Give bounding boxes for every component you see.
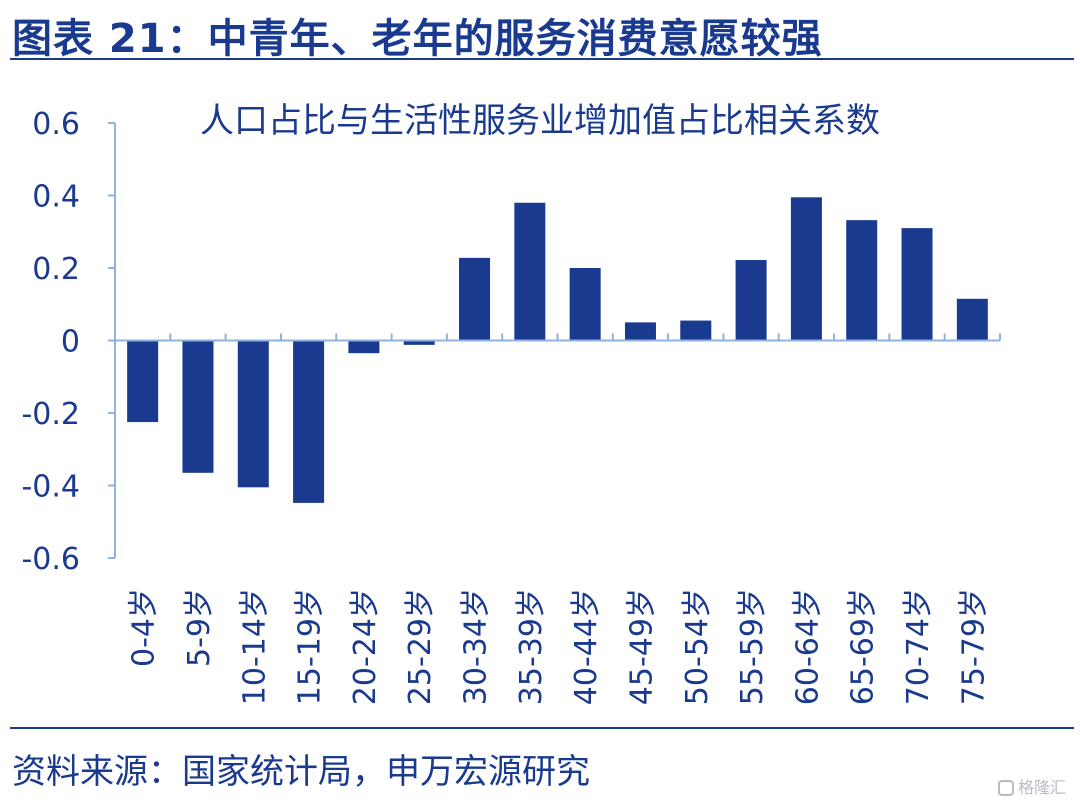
bar-chart: 人口占比与生活性服务业增加值占比相关系数 0.6 0.4 0.2 0 -0.2 -0.4 -… — [21, 101, 1001, 705]
bar — [514, 202, 546, 341]
watermark-text: 格隆汇 — [1017, 778, 1066, 797]
bar — [735, 260, 767, 341]
y-tick-label: 0.4 — [32, 180, 80, 215]
y-tick-label: -0.4 — [21, 470, 80, 505]
footer-divider — [10, 727, 1074, 729]
x-tick-label: 15-19岁 — [293, 588, 328, 705]
x-tick-label: 70-74岁 — [901, 588, 936, 705]
x-tick-label: 30-34岁 — [459, 588, 494, 705]
x-tick-label: 50-54岁 — [680, 588, 715, 705]
x-tick-label: 60-64岁 — [790, 588, 825, 705]
x-tick-label: 75-79岁 — [956, 588, 991, 705]
x-axis: 0-4岁 5-9岁 10-14岁 15-19岁 20-24岁 25-29岁 30-34岁 35… — [114, 333, 1001, 705]
y-tick-label: -0.6 — [21, 542, 80, 577]
bar — [459, 257, 491, 341]
bar — [790, 197, 822, 341]
bar — [293, 340, 325, 503]
bar — [127, 340, 159, 423]
y-tick-label: -0.2 — [21, 397, 80, 432]
y-tick-label: 0.2 — [32, 252, 80, 287]
x-tick-label: 20-24岁 — [348, 588, 383, 705]
y-tick-label: 0 — [61, 325, 80, 360]
x-tick-label: 65-69岁 — [846, 588, 881, 705]
x-tick-label: 40-44岁 — [569, 588, 604, 705]
bar — [901, 228, 933, 341]
bar — [624, 322, 656, 341]
x-tick-label: 25-29岁 — [403, 588, 438, 705]
watermark-logo-icon — [997, 780, 1014, 796]
x-tick-label: 55-59岁 — [735, 588, 770, 705]
bar — [237, 340, 269, 488]
source-note: 资料来源：国家统计局，申万宏源研究 — [12, 752, 590, 792]
bar — [569, 268, 601, 341]
bar — [182, 340, 214, 473]
x-tick-label: 45-49岁 — [624, 588, 659, 705]
y-axis: 0.6 0.4 0.2 0 -0.2 -0.4 -0.6 — [21, 107, 116, 577]
x-tick-label: 5-9岁 — [182, 588, 217, 667]
y-tick-label: 0.6 — [32, 107, 80, 142]
bar — [680, 320, 712, 341]
figure-title: 图表 21：中青年、老年的服务消费意愿较强 — [12, 16, 823, 62]
x-tick-label: 35-39岁 — [514, 588, 549, 705]
title-divider — [10, 58, 1074, 60]
bar — [846, 220, 878, 341]
bar — [403, 340, 435, 345]
x-tick-label: 10-14岁 — [237, 588, 272, 705]
bar — [348, 340, 380, 354]
x-tick-label: 0-4岁 — [127, 588, 162, 667]
bar-series — [127, 197, 988, 503]
bar — [956, 298, 988, 341]
watermark: 格隆汇 — [997, 774, 1066, 798]
chart-title: 人口占比与生活性服务业增加值占比相关系数 — [200, 101, 880, 141]
